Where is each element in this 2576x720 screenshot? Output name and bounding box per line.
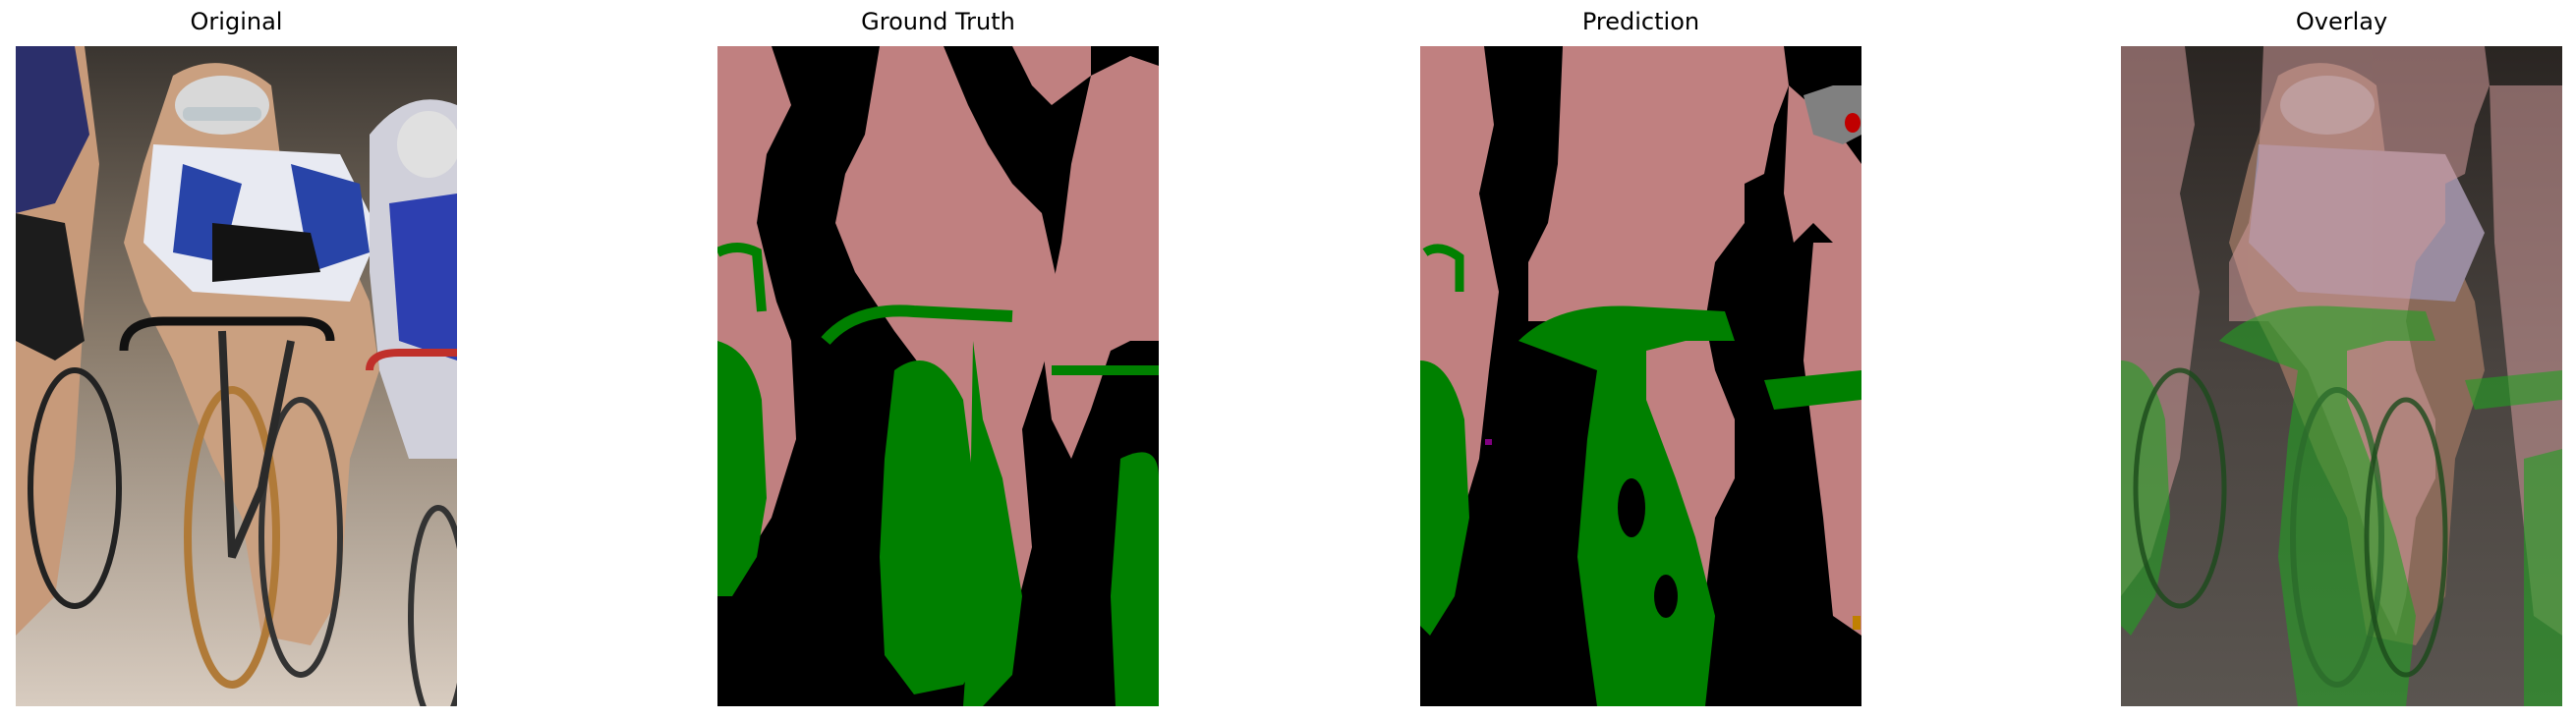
original-photo — [16, 46, 457, 706]
panel-title-overlay: Overlay — [2295, 8, 2388, 35]
overlay-image — [2121, 46, 2562, 706]
panel-ground-truth: Ground Truth — [717, 0, 1159, 720]
panel-title-ground-truth: Ground Truth — [861, 8, 1015, 35]
panel-title-original: Original — [190, 8, 283, 35]
panel-overlay: Overlay — [2121, 0, 2562, 720]
panel-original: Original — [16, 0, 457, 720]
ground-truth-mask — [717, 46, 1159, 706]
panel-prediction: Prediction — [1420, 0, 1861, 720]
prediction-mask — [1420, 46, 1861, 706]
panel-title-prediction: Prediction — [1581, 8, 1700, 35]
